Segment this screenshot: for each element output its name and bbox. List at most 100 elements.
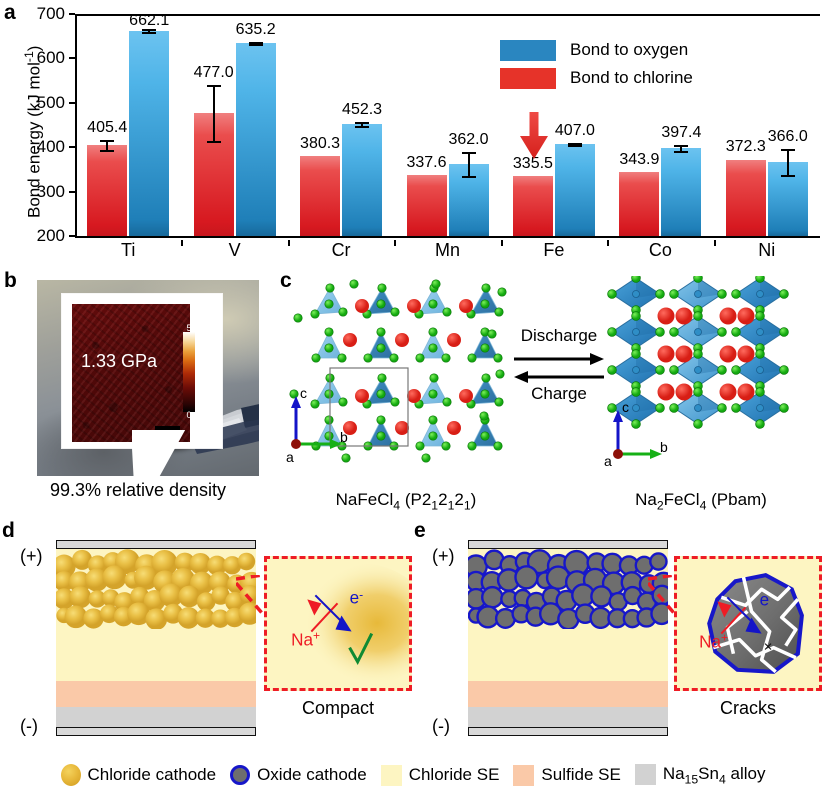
bar-value-label: 397.4 — [661, 124, 702, 142]
y-tick-mark — [69, 235, 75, 237]
bar-value-label: 407.0 — [554, 122, 595, 140]
x-tick-label-Ti: Ti — [121, 240, 136, 260]
panel-d-compact-cathode: d (+) (-) Na+ e- — [0, 518, 414, 755]
x-tick-label-V: V — [228, 240, 241, 260]
error-bar — [212, 84, 215, 142]
panel-c-crystal-structures: c c b a Discharge — [276, 268, 826, 518]
svg-text:Na+: Na+ — [699, 631, 728, 652]
error-bar — [361, 121, 364, 127]
positive-terminal-label-e: (+) — [432, 546, 455, 566]
right-structure-caption: Na2FeCl4 (Pbam) — [635, 490, 767, 513]
panel-letter-e: e — [414, 519, 426, 542]
legend-label-oxygen: Bond to oxygen — [570, 40, 689, 59]
chloride-se-swatch — [380, 764, 402, 786]
error-bar — [680, 145, 683, 152]
error-bar-cap — [780, 175, 795, 178]
x-tick-label-Cr: Cr — [331, 240, 351, 260]
bar-group: 405.4 662.1 477.0 635.2 380.3 452.3 337.6 362.0… — [75, 12, 820, 236]
scale-bar — [155, 426, 180, 430]
x-tick-label-Fe: Fe — [543, 240, 565, 260]
pellet-photograph: 1.33 GPa 5 GPa 0 GPa — [37, 280, 259, 476]
legend-label-chlorine: Bond to chlorine — [570, 68, 693, 87]
compact-inset-caption: Compact — [301, 698, 375, 718]
bar-value-label: 452.3 — [342, 100, 383, 118]
sulfide-se-layer — [56, 681, 256, 707]
bar-V-oxygen — [235, 42, 276, 236]
y-tick-label: 200 — [36, 226, 65, 245]
fe-highlight-arrow-icon — [520, 112, 548, 159]
cell-stack-e — [468, 540, 668, 736]
legend-item-chloride-cathode: Chloride cathode — [60, 764, 216, 786]
cracks-inset-graphic: Na+ e × — [699, 573, 804, 674]
x-tick-mark — [500, 240, 503, 246]
na-alloy-swatch — [634, 764, 656, 786]
bar-Fe-oxygen — [554, 144, 595, 236]
error-bar-cap — [100, 149, 115, 152]
error-bar-cap — [142, 29, 157, 32]
colorbar-max-label: 5 GPa — [186, 323, 212, 333]
negative-current-collector — [468, 727, 668, 736]
x-tick-mark — [287, 240, 290, 246]
bar-Ni-chlorine — [725, 159, 766, 236]
legend-item-chloride-se: Chloride SE — [380, 764, 499, 786]
negative-terminal-label-e: (-) — [432, 716, 450, 736]
y-tick-label: 300 — [36, 181, 65, 201]
bar-Cr-chlorine — [300, 155, 341, 236]
nanoindentation-map-inset: 1.33 GPa 5 GPa 0 GPa — [62, 294, 222, 448]
error-bar — [467, 152, 470, 177]
compact-inset-graphic: Na+ e- — [287, 563, 409, 688]
error-bar-cap — [206, 141, 221, 144]
x-tick-mark — [607, 240, 610, 246]
x-axis-line — [75, 236, 820, 238]
charge-label: Charge — [531, 384, 587, 403]
error-bar-cap — [567, 143, 582, 146]
error-bar-cap — [142, 32, 157, 35]
svg-text:c: c — [300, 385, 307, 401]
y-tick-mark — [69, 146, 75, 149]
nafecl4-structure: c b a — [286, 279, 507, 465]
negative-terminal-label-d: (-) — [20, 716, 38, 736]
panel-letter-a: a — [4, 1, 16, 24]
panel-letter-b: b — [4, 269, 17, 292]
error-bar-cap — [355, 126, 370, 129]
bar-Co-oxygen — [661, 148, 702, 236]
error-bar — [106, 139, 109, 150]
bar-value-label: 662.1 — [129, 12, 170, 29]
y-tick-label: 500 — [36, 92, 65, 112]
cracks-particle-inset: Na+ e × — [674, 556, 822, 691]
colorbar-min-label: 0 GPa — [186, 410, 212, 420]
bar-Co-chlorine — [619, 172, 660, 236]
positive-current-collector — [56, 540, 256, 549]
error-bar-cap — [461, 152, 476, 155]
bar-Ti-oxygen — [129, 30, 170, 236]
positive-terminal-label-d: (+) — [20, 546, 43, 566]
error-bar-cap — [248, 43, 263, 46]
oxide-cathode-particles — [468, 549, 668, 629]
bar-value-label: 380.3 — [300, 134, 341, 152]
na15sn4-alloy-layer — [468, 707, 668, 727]
cell-stack-d — [56, 540, 256, 736]
oxide-cathode-label: Oxide cathode — [257, 765, 367, 784]
error-bar-cap — [780, 149, 795, 152]
bar-value-label: 366.0 — [767, 128, 808, 146]
panel-e-cracked-cathode: e (+) (-) — [412, 518, 826, 755]
bar-value-label: 343.9 — [619, 151, 660, 169]
y-tick-mark — [69, 13, 75, 15]
na2fecl4-structure: c b a — [604, 276, 789, 466]
positive-current-collector — [468, 540, 668, 549]
na15sn4-alloy-layer — [56, 707, 256, 727]
axes-indicator-right: c b a — [604, 399, 668, 466]
y-tick-label: 400 — [36, 137, 65, 157]
error-bar-cap — [674, 145, 689, 148]
colorbar — [183, 332, 195, 412]
chart-legend: Bond to oxygen Bond to chlorine — [500, 36, 800, 92]
negative-current-collector — [56, 727, 256, 736]
bar-value-label: 405.4 — [87, 118, 128, 136]
panel-b-caption: 99.3% relative density — [49, 480, 227, 500]
bar-value-label: 635.2 — [235, 20, 276, 38]
sulfide-se-swatch — [513, 764, 535, 786]
x-tick-label-Co: Co — [648, 240, 672, 260]
axes-indicator-left: c b a — [286, 385, 348, 465]
zoom-callout-lines-d — [236, 575, 264, 615]
na-alloy-label: Na15Sn4 alloy — [662, 763, 766, 787]
